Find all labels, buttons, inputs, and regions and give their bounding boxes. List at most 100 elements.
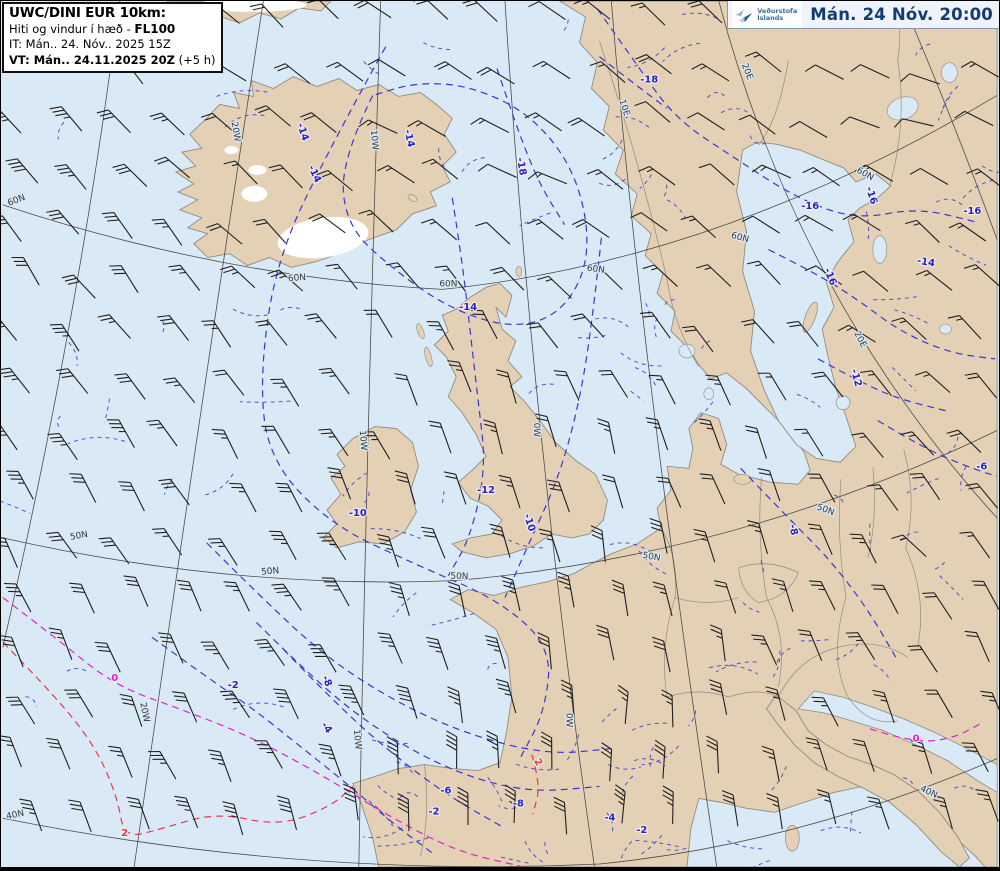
isotherm-fragment <box>692 401 714 425</box>
isotherm-fragment <box>760 560 766 576</box>
graticule-line <box>2 758 998 867</box>
wind-barb <box>446 730 458 769</box>
isotherm-fragment <box>600 139 623 161</box>
landmass <box>433 282 608 559</box>
wind-barb <box>420 526 446 559</box>
wind-barb <box>891 317 927 340</box>
wind-barb <box>794 428 824 457</box>
graticule-line <box>902 1 998 240</box>
wind-barb <box>222 801 244 836</box>
wind-barb <box>426 320 455 351</box>
graticule-label: 0W <box>564 713 574 728</box>
wind-barb <box>397 793 410 832</box>
wind-barb <box>388 581 410 616</box>
org-name-bottom: Íslands <box>757 13 784 22</box>
isotherm-fragment <box>937 96 951 121</box>
graticule-label: 60N <box>730 231 750 245</box>
isotherm-fragment <box>203 473 234 496</box>
wind-barb <box>804 265 843 286</box>
wind-barb <box>385 262 419 288</box>
wind-barb <box>598 370 629 398</box>
wind-barb <box>932 794 953 830</box>
graticule-label: 50N <box>69 530 89 543</box>
wind-barb <box>954 110 994 127</box>
wind-barb <box>802 167 840 187</box>
wind-barb <box>893 118 934 128</box>
init-time: IT: Mán.. 24. Nóv.. 2025 15Z <box>9 37 171 51</box>
wind-barb <box>761 745 780 782</box>
wind-barb <box>300 112 337 134</box>
wind-barb <box>151 218 183 246</box>
isotherm-fragment <box>752 860 771 867</box>
wind-barb <box>483 419 503 455</box>
graticule-label: 60N <box>439 279 457 289</box>
wind-barb <box>211 428 239 460</box>
wind-barb <box>837 324 876 343</box>
wind-barb <box>807 523 833 555</box>
isotherm-fragment <box>619 841 633 863</box>
wind-barb <box>462 1 498 22</box>
isotherm-fragment <box>902 777 915 789</box>
isotherm-label: -4 <box>604 812 615 823</box>
wind-barb <box>602 474 624 509</box>
wind-barb <box>470 309 498 340</box>
isotherm-fragment <box>638 550 669 576</box>
isotherm-fragment <box>501 856 533 865</box>
wind-barb <box>852 738 875 772</box>
wind-barb <box>571 219 610 239</box>
wind-barb <box>635 54 672 75</box>
isotherm-fragment <box>642 745 680 766</box>
wind-barb <box>275 482 303 513</box>
wind-barb <box>527 218 564 240</box>
wind-barb <box>223 581 250 612</box>
graticule-label: 20W <box>229 121 242 143</box>
wind-barb <box>61 274 96 299</box>
isotherm-line <box>877 420 998 477</box>
isotherm-label: -8 <box>786 523 799 536</box>
wind-barb <box>353 1 392 19</box>
wind-barb <box>648 374 676 405</box>
wind-barb <box>201 112 237 135</box>
wind-barb <box>845 632 876 660</box>
wind-barb <box>961 742 989 772</box>
wind-barb <box>686 112 725 131</box>
isotherm-label: 0 <box>111 673 118 684</box>
valid-time: VT: Mán.. 24.11.2025 20Z <box>9 52 175 67</box>
isotherm-fragment <box>601 708 617 723</box>
isotherm-fragment <box>213 90 268 98</box>
wind-barb <box>5 696 36 725</box>
graticule-line <box>610 1 718 867</box>
isotherm-fragment <box>981 165 999 173</box>
wind-barb <box>254 105 291 127</box>
compass-arrows-icon <box>736 9 753 23</box>
wind-barb <box>656 476 682 508</box>
wind-barb <box>553 796 568 835</box>
wind-barb <box>1 735 23 768</box>
wind-barb <box>220 690 250 718</box>
wind-barb <box>765 686 786 721</box>
wind-barb <box>909 472 941 501</box>
wind-barb <box>112 163 148 187</box>
wind-barb <box>891 534 927 558</box>
wind-barb <box>269 530 297 561</box>
isotherm-fragment <box>931 561 946 571</box>
wind-barb <box>118 481 145 512</box>
wind-barb <box>910 740 933 774</box>
wind-barb <box>538 528 561 563</box>
wind-barb <box>126 796 150 830</box>
isotherm-fragment <box>398 792 418 801</box>
isotherm-line <box>282 648 506 829</box>
isotherm-label: 2 <box>121 828 128 839</box>
isotherm-line <box>2 597 521 867</box>
wind-barb <box>68 799 92 832</box>
lake <box>886 96 919 121</box>
country-border <box>778 643 908 698</box>
graticule-label: 50N <box>642 551 662 564</box>
wind-barb <box>229 482 257 513</box>
wind-barb <box>176 579 202 612</box>
wind-barb <box>661 689 674 728</box>
wind-barb <box>540 731 553 770</box>
isotherm-line <box>740 467 897 658</box>
wind-barb <box>325 263 358 290</box>
isotherm-fragment <box>609 542 651 553</box>
